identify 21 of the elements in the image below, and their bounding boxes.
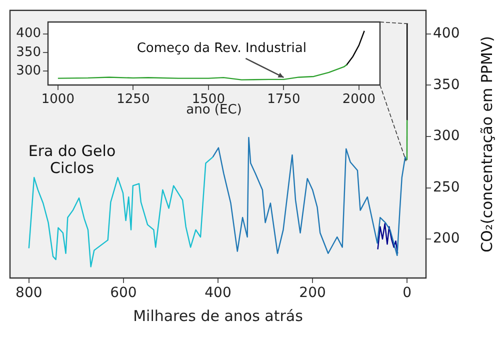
x-tick-label: 0 [402, 285, 412, 302]
x-tick-label: 1750 [267, 92, 300, 108]
y-tick-label: 400 [16, 26, 41, 42]
y-tick-label: 350 [16, 44, 41, 60]
y-tick-label: 300 [433, 128, 460, 144]
x-tick-label: 2000 [342, 92, 376, 108]
annotation: Começo da Rev. Industrial [136, 40, 307, 56]
x-tick-label: 1250 [116, 92, 150, 108]
y-tick-label: 300 [16, 63, 41, 78]
x-tick-label: 400 [204, 285, 232, 302]
y-axis-title: CO₂(concentração em PPMV) [478, 36, 496, 252]
x-tick-label: 600 [110, 285, 137, 302]
y-tick-label: 400 [433, 26, 460, 42]
x-tick-label: 1000 [41, 92, 74, 108]
y-tick-label: 250 [433, 179, 460, 196]
y-tick-label: 200 [433, 230, 460, 247]
x-axis-title: Milhares de anos atrás [133, 306, 304, 325]
annotation: Era do Gelo Ciclos [28, 142, 116, 177]
x-tick-label: 200 [299, 285, 326, 302]
x-tick-label: 800 [16, 285, 42, 302]
y-tick-label: 350 [433, 76, 460, 93]
